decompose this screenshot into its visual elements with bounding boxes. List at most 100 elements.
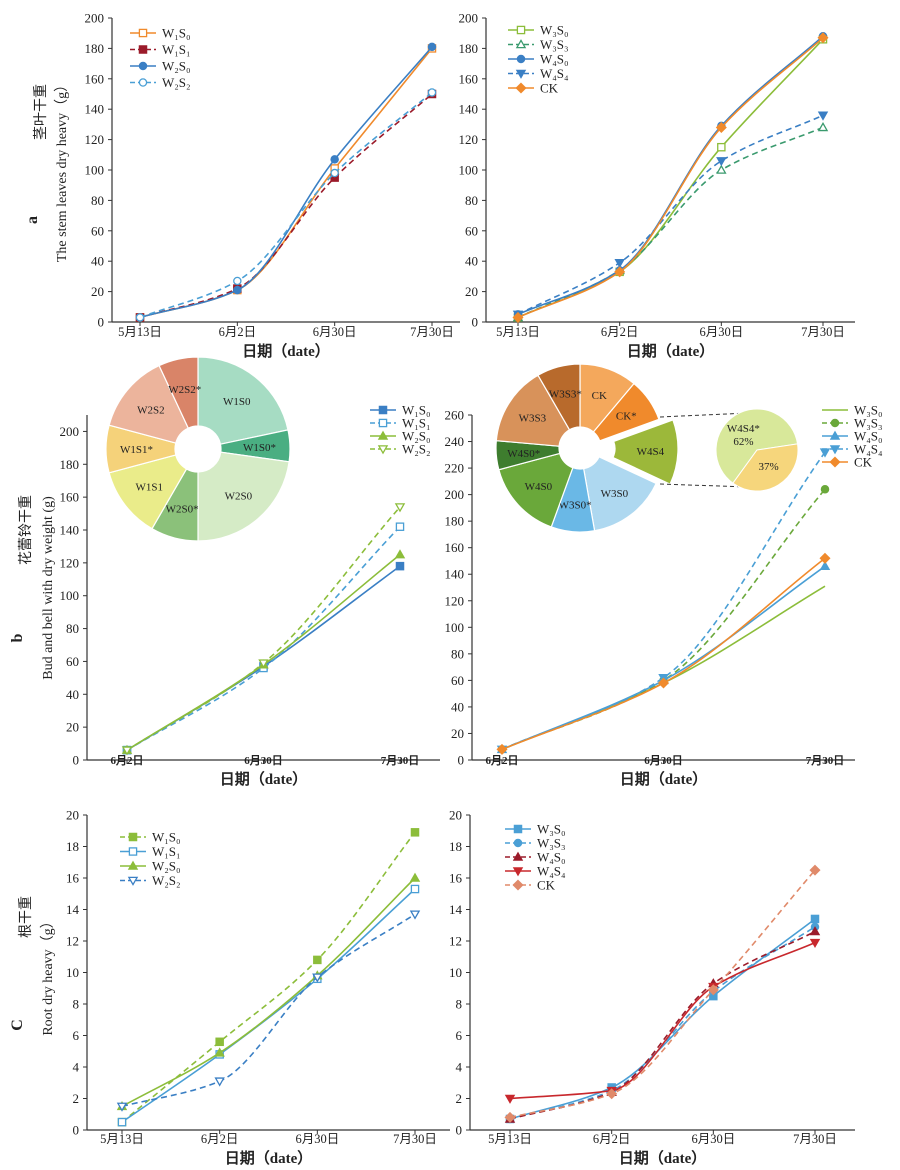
- data-point: [395, 522, 405, 531]
- series-line-4: [121, 913, 416, 1108]
- data-point: [116, 1102, 128, 1112]
- x-tick-label: 6月2日: [593, 1132, 631, 1146]
- y-tick-label: 160: [459, 71, 479, 86]
- pie-slice-label: CK*: [616, 411, 637, 423]
- series-line-1: [501, 585, 826, 751]
- data-point: [496, 743, 508, 755]
- y-tick-label: 60: [465, 223, 478, 238]
- pie-slice-label: W4S0*: [507, 448, 540, 460]
- legend-label: CK: [537, 878, 556, 893]
- x-axis-label: 日期（date）: [620, 770, 708, 788]
- legend-label: W₂S₂: [162, 75, 191, 90]
- y-tick-label: 120: [60, 555, 80, 570]
- legend-label: W₁S₁: [162, 42, 191, 57]
- data-point: [330, 168, 339, 178]
- x-axis-label: 日期（date）: [619, 1149, 707, 1167]
- x-tick-label: 6月30日: [244, 754, 283, 767]
- legend-marker: [516, 54, 526, 64]
- y-tick-label: 10: [449, 965, 462, 980]
- y-tick-label: 8: [73, 997, 80, 1012]
- pie-slice: [158, 356, 199, 429]
- legend-marker: [516, 25, 526, 35]
- y-axis-label-en: Bud and bell with dry weight (g): [41, 496, 56, 680]
- series-line-3: [121, 877, 416, 1108]
- pie-slice-label: W4S0: [525, 481, 553, 493]
- series-line-2: [121, 888, 416, 1123]
- data-point: [330, 155, 339, 164]
- chart-panel-6: 0 2 4 6 8 10 12 14 16 18 20 5月13日 6月2日 6月30日 7月30日日期（d…: [449, 808, 855, 1167]
- legend-label: W₄S₀: [854, 429, 883, 444]
- pie-slice-label: W2S2*: [168, 384, 201, 396]
- chart-panel-2: 0 20 40 60 80 100 120 140 160 180 200 5月13日 6月2日 6月30…: [459, 11, 855, 360]
- legend-label: W₄S₀: [537, 850, 566, 865]
- legend-marker: [513, 824, 523, 834]
- x-tick-label: 7月30日: [393, 1132, 437, 1146]
- y-tick-label: 120: [445, 593, 465, 608]
- x-tick-label: 6月2日: [486, 754, 519, 767]
- y-tick-label: 40: [451, 699, 464, 714]
- pie-slice-label: W1S1: [135, 481, 163, 493]
- pie-slice-label: W2S0: [225, 490, 253, 502]
- series-line-5: [501, 557, 826, 751]
- y-tick-label: 14: [449, 902, 463, 917]
- y-tick-label: 10: [66, 965, 79, 980]
- y-tick-label: 160: [60, 490, 80, 505]
- data-point: [233, 285, 242, 295]
- y-tick-label: 80: [91, 193, 104, 208]
- y-tick-label: 20: [66, 720, 79, 735]
- y-tick-label: 12: [66, 934, 79, 949]
- x-tick-label: 7月30日: [381, 754, 420, 767]
- data-point: [410, 828, 420, 837]
- x-tick-label: 5月13日: [100, 1132, 144, 1146]
- detail-pie-slice: [715, 408, 799, 484]
- y-tick-label: 6: [73, 1028, 80, 1043]
- data-point: [313, 955, 322, 965]
- y-axis-label-cn: 茎叶干重: [33, 84, 49, 140]
- chart-panel-1: 0 20 40 60 80 100 120 140 160 180 200 5月13日 6月2日 6月30…: [85, 11, 460, 360]
- data-point: [716, 157, 727, 167]
- y-tick-label: 16: [66, 871, 80, 886]
- y-tick-label: 0: [98, 315, 105, 330]
- y-tick-label: 100: [459, 163, 479, 178]
- data-point: [117, 1117, 127, 1127]
- x-tick-label: 6月30日: [313, 325, 357, 339]
- data-point: [715, 121, 727, 133]
- pie-slice: [197, 356, 289, 445]
- detail-pie-value: 62%: [733, 436, 753, 448]
- y-tick-label: 100: [60, 588, 80, 603]
- y-axis-label-cn: 花蕾铃干重: [18, 495, 34, 565]
- data-point: [394, 503, 406, 513]
- pie-slice-label: W1S1*: [120, 444, 153, 456]
- series-line-3: [501, 565, 826, 751]
- x-tick-label: 7月30日: [793, 1132, 837, 1146]
- legend-marker: [512, 867, 524, 877]
- y-tick-label: 20: [66, 808, 79, 823]
- x-axis-label: 日期（date）: [627, 342, 715, 360]
- y-axis-label-en: Root dry heavy（g）: [40, 914, 56, 1035]
- data-point: [819, 552, 831, 564]
- legend-label: W₃S₃: [540, 37, 569, 52]
- y-tick-label: 2: [456, 1091, 463, 1106]
- y-tick-label: 0: [456, 1123, 463, 1138]
- chart-panel-5: 0 2 4 6 8 10 12 14 16 18 20 5月13日 6月2日 6月30日 7月30日日期（d…: [66, 808, 450, 1167]
- y-tick-label: 180: [60, 457, 80, 472]
- series-line-5: [509, 869, 816, 1119]
- y-tick-label: 180: [459, 41, 479, 56]
- legend-marker: [829, 430, 841, 440]
- y-tick-label: 60: [451, 673, 464, 688]
- series-line-4: [126, 506, 401, 751]
- x-tick-label: 5月13日: [488, 1132, 532, 1146]
- y-tick-label: 18: [449, 839, 462, 854]
- x-tick-label: 7月30日: [410, 325, 454, 339]
- pie-slice-label: W4S4: [637, 446, 665, 458]
- y-tick-label: 20: [449, 808, 462, 823]
- y-tick-label: 200: [445, 487, 465, 502]
- y-tick-label: 100: [85, 163, 105, 178]
- data-point: [817, 122, 829, 132]
- y-tick-label: 12: [449, 934, 462, 949]
- legend-marker: [829, 456, 841, 468]
- data-point: [657, 677, 670, 689]
